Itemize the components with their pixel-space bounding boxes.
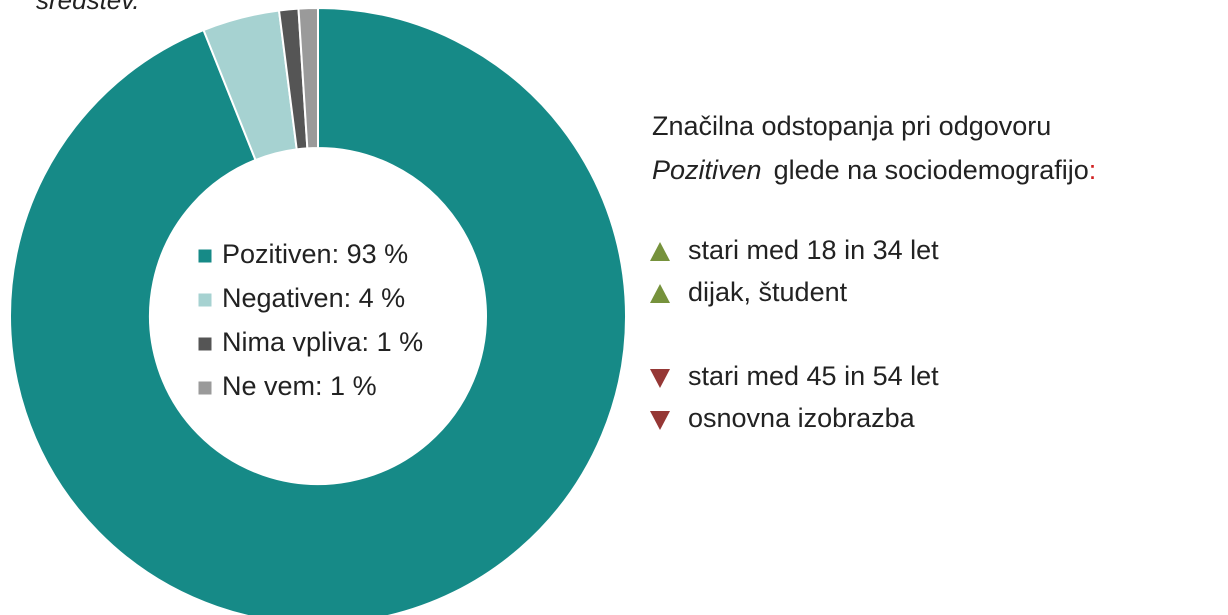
legend-sep: :	[315, 371, 330, 401]
chart-title: sredstev.	[36, 0, 140, 15]
legend-name: Ne vem	[222, 371, 315, 401]
legend-name: Negativen	[222, 283, 344, 313]
legend-label: Negativen: 4 %	[222, 283, 405, 313]
note-heading-end: :	[1089, 155, 1097, 185]
legend-value: 1 %	[377, 327, 424, 357]
legend-swatch	[197, 380, 213, 396]
legend-name: Pozitiven	[222, 239, 332, 269]
legend-name: Nima vpliva	[222, 327, 363, 357]
legend-sep: :	[362, 327, 377, 357]
donut-slice	[9, 6, 627, 615]
legend-swatch	[197, 248, 213, 264]
note-emphasis: Pozitiven	[652, 155, 762, 185]
legend-label: Ne vem: 1 %	[222, 371, 377, 401]
note-heading-2: Pozitiven glede na sociodemografijo:	[652, 155, 1096, 185]
legend-sep: :	[344, 283, 359, 313]
note-item: stari med 18 in 34 let	[688, 235, 939, 265]
legend-swatch	[197, 292, 213, 308]
legend-value: 4 %	[359, 283, 406, 313]
legend-sep: :	[332, 239, 347, 269]
up-triangle	[650, 284, 670, 303]
note-heading: Značilna odstopanja pri odgovoru	[652, 111, 1051, 141]
legend-swatch	[197, 336, 213, 352]
down-triangle	[650, 369, 670, 388]
legend-label: Nima vpliva: 1 %	[222, 327, 423, 357]
up-triangle	[650, 242, 670, 261]
legend-value: 93 %	[347, 239, 409, 269]
note-heading-rest: glede na sociodemografijo	[774, 155, 1089, 185]
legend-label: Pozitiven: 93 %	[222, 239, 408, 269]
note-item: dijak, študent	[688, 277, 848, 307]
note-item: osnovna izobrazba	[688, 403, 916, 433]
down-triangle	[650, 411, 670, 430]
donut-slice	[297, 6, 319, 150]
legend-value: 1 %	[330, 371, 377, 401]
note-item: stari med 45 in 54 let	[688, 361, 939, 391]
